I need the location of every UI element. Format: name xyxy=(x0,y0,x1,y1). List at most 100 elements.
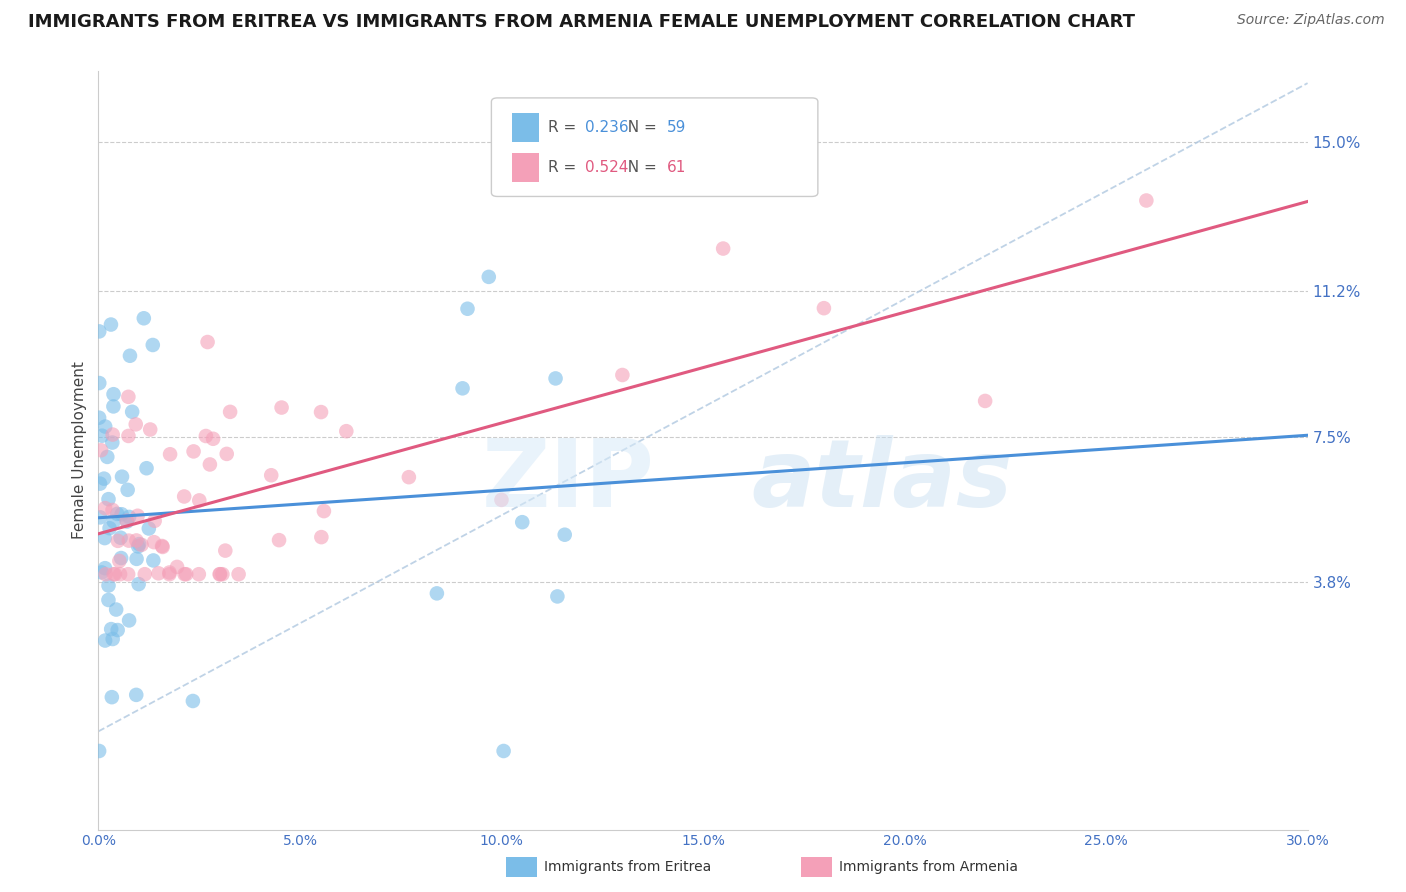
Text: R =: R = xyxy=(548,160,581,175)
Point xyxy=(118,533,141,548)
Point xyxy=(101,503,124,517)
Point xyxy=(198,458,221,472)
Point xyxy=(108,567,131,582)
Point xyxy=(544,371,567,385)
Point xyxy=(451,381,474,395)
Point xyxy=(97,492,120,507)
Point xyxy=(107,623,129,637)
Point xyxy=(98,521,121,535)
Point xyxy=(228,567,250,582)
Point xyxy=(118,509,141,524)
Point xyxy=(110,551,132,566)
Point xyxy=(103,387,125,401)
Point xyxy=(187,567,209,582)
Point xyxy=(105,507,128,521)
Point xyxy=(457,301,479,316)
Point xyxy=(311,530,333,544)
Text: ZIP: ZIP xyxy=(482,434,655,527)
Point xyxy=(103,400,125,414)
Text: Immigrants from Eritrea: Immigrants from Eritrea xyxy=(544,860,711,874)
Point xyxy=(107,533,129,548)
Point xyxy=(174,567,197,582)
Point xyxy=(335,424,357,438)
Point xyxy=(166,560,188,574)
Point xyxy=(492,744,515,758)
Point xyxy=(100,622,122,636)
Point xyxy=(101,690,124,705)
Text: 61: 61 xyxy=(666,160,686,175)
Point xyxy=(117,567,139,582)
Point xyxy=(152,540,174,554)
Point xyxy=(105,602,128,616)
Point xyxy=(142,553,165,567)
Point xyxy=(478,269,501,284)
Point xyxy=(138,521,160,535)
Point xyxy=(183,444,205,458)
Point xyxy=(117,429,139,443)
Text: 0.524: 0.524 xyxy=(585,160,628,175)
Point xyxy=(148,566,170,581)
Point xyxy=(125,417,148,432)
Point xyxy=(267,533,290,548)
Point xyxy=(612,368,634,382)
Point xyxy=(546,590,568,604)
Point xyxy=(510,515,533,529)
Point xyxy=(125,533,148,548)
Point xyxy=(143,514,166,528)
Point xyxy=(103,515,125,529)
Text: Immigrants from Armenia: Immigrants from Armenia xyxy=(839,860,1018,874)
Point xyxy=(101,427,124,442)
Point xyxy=(96,450,118,464)
Point xyxy=(89,325,111,339)
Point xyxy=(103,567,125,582)
Point xyxy=(87,410,110,425)
Point xyxy=(260,468,283,483)
Point xyxy=(159,567,181,582)
Point xyxy=(97,593,120,607)
Point xyxy=(219,405,242,419)
Point xyxy=(159,566,181,580)
Point xyxy=(711,242,734,256)
Point xyxy=(101,632,124,646)
Point xyxy=(127,540,149,554)
Point xyxy=(813,301,835,315)
Point xyxy=(104,567,127,582)
Point xyxy=(554,527,576,541)
Point xyxy=(127,508,149,523)
Point xyxy=(181,694,204,708)
Point xyxy=(312,504,335,518)
Point xyxy=(270,401,292,415)
Point xyxy=(173,567,195,582)
Point xyxy=(150,539,173,553)
Point xyxy=(1135,194,1157,208)
Point xyxy=(128,577,150,591)
Point xyxy=(101,435,124,450)
Point xyxy=(110,507,132,521)
Point xyxy=(90,566,112,580)
Point xyxy=(143,535,166,549)
Text: N =: N = xyxy=(619,160,662,175)
Point xyxy=(89,476,111,491)
Point xyxy=(215,447,238,461)
Point xyxy=(115,515,138,529)
Point xyxy=(94,419,117,434)
Point xyxy=(94,567,117,582)
Point xyxy=(94,561,117,575)
Point xyxy=(202,432,225,446)
Point xyxy=(197,334,219,349)
Point xyxy=(398,470,420,484)
Text: 59: 59 xyxy=(666,120,686,135)
Point xyxy=(111,469,134,483)
Bar xyxy=(512,153,538,182)
Point xyxy=(94,501,117,516)
Point xyxy=(214,543,236,558)
Point xyxy=(118,614,141,628)
Point xyxy=(125,688,148,702)
Point xyxy=(208,567,231,582)
Point xyxy=(974,393,997,408)
Point xyxy=(93,531,115,545)
Point xyxy=(89,376,111,390)
FancyBboxPatch shape xyxy=(492,98,818,196)
Point xyxy=(135,461,157,475)
Point xyxy=(125,552,148,566)
